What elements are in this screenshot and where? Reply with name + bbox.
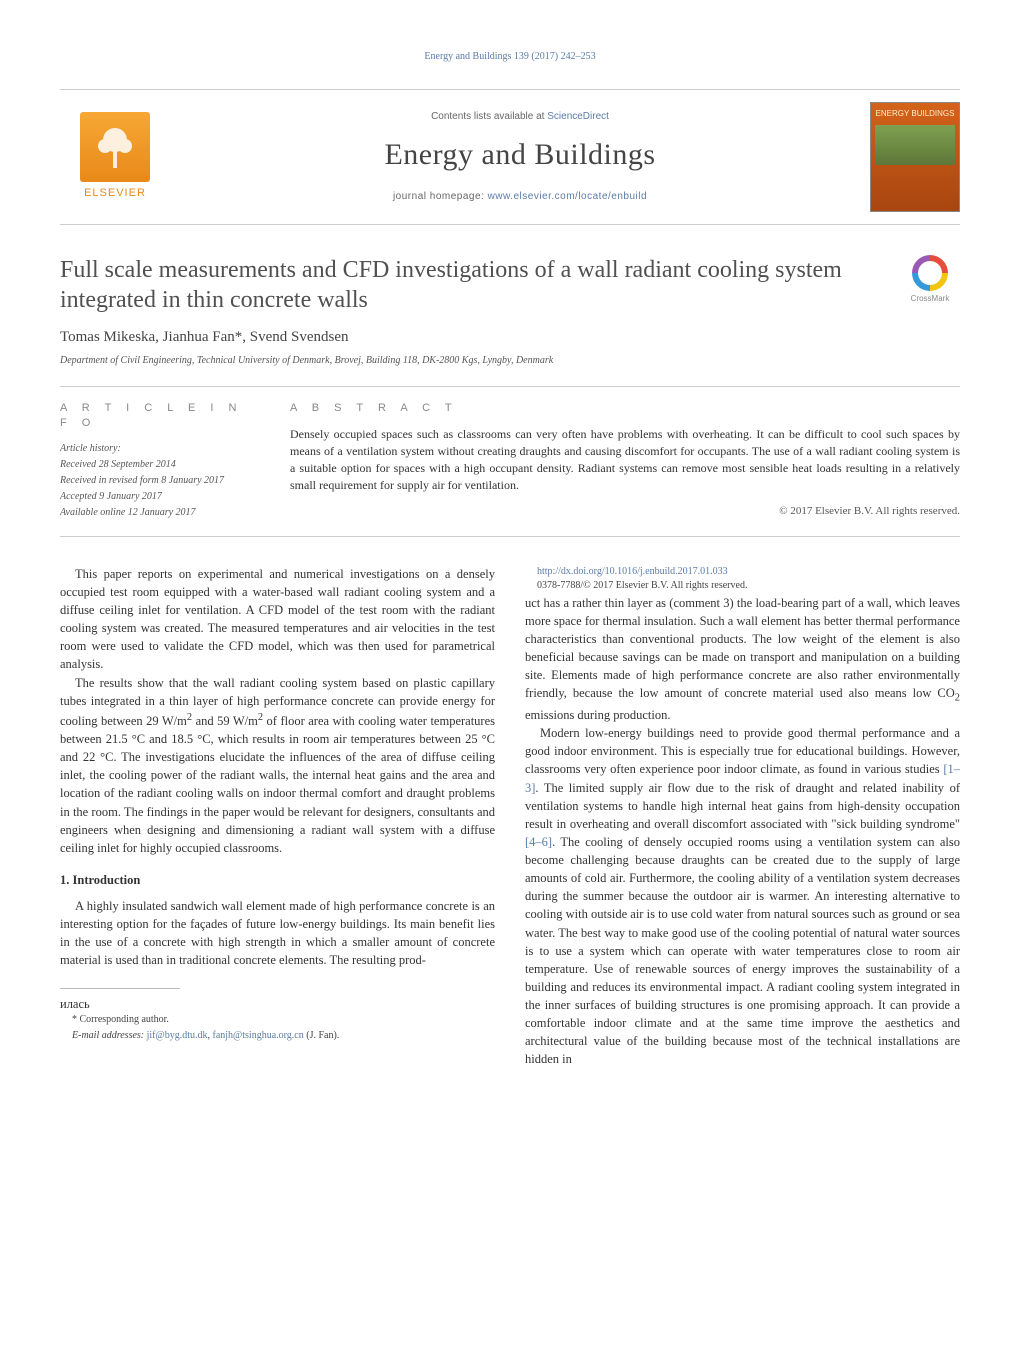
- corresponding-author-note: * Corresponding author.: [60, 1013, 495, 1028]
- abstract-column: A B S T R A C T Densely occupied spaces …: [290, 401, 960, 522]
- body-p5: Modern low-energy buildings need to prov…: [525, 724, 960, 1068]
- body-p2: The results show that the wall radiant c…: [60, 674, 495, 857]
- elsevier-tree-icon: [80, 112, 150, 182]
- body-p4: uct has a rather thin layer as (comment …: [525, 594, 960, 724]
- footnote-rule: [60, 988, 180, 989]
- authors: Tomas Mikeska, Jianhua Fan*, Svend Svend…: [60, 327, 960, 348]
- article-info-column: A R T I C L E I N F O Article history: R…: [60, 401, 260, 522]
- article-info-heading: A R T I C L E I N F O: [60, 401, 260, 432]
- masthead: ELSEVIER Contents lists available at Sci…: [60, 89, 960, 225]
- homepage-line: journal homepage: www.elsevier.com/locat…: [170, 190, 870, 204]
- running-head: Energy and Buildings 139 (2017) 242–253: [60, 50, 960, 64]
- cover-strip-icon: [875, 125, 955, 165]
- crossmark-label: CrossMark: [900, 293, 960, 304]
- masthead-center: Contents lists available at ScienceDirec…: [170, 110, 870, 204]
- abstract-heading: A B S T R A C T: [290, 401, 960, 416]
- contents-prefix: Contents lists available at: [431, 111, 547, 122]
- journal-cover-thumbnail: ENERGY BUILDINGS: [870, 102, 960, 212]
- history-accepted: Accepted 9 January 2017: [60, 490, 260, 504]
- footer-block: http://dx.doi.org/10.1016/j.enbuild.2017…: [525, 565, 960, 594]
- ref-link-4-6[interactable]: [4–6]: [525, 835, 552, 849]
- history-revised: Received in revised form 8 January 2017: [60, 474, 260, 488]
- doi-link[interactable]: http://dx.doi.org/10.1016/j.enbuild.2017…: [537, 566, 728, 577]
- article-title: Full scale measurements and CFD investig…: [60, 255, 900, 315]
- homepage-prefix: journal homepage:: [393, 191, 488, 202]
- body-p1: This paper reports on experimental and n…: [60, 565, 495, 674]
- email-link-2[interactable]: fanjh@tsinghua.org.cn: [213, 1030, 304, 1041]
- crossmark-icon: [912, 255, 948, 291]
- history-online: Available online 12 January 2017: [60, 506, 260, 520]
- sciencedirect-link[interactable]: ScienceDirect: [547, 111, 609, 122]
- affiliation: Department of Civil Engineering, Technic…: [60, 354, 960, 368]
- body-p3: A highly insulated sandwich wall element…: [60, 897, 495, 970]
- issn-line: 0378-7788/© 2017 Elsevier B.V. All right…: [525, 579, 960, 594]
- section-1-heading: 1. Introduction: [60, 871, 495, 889]
- email-link-1[interactable]: jif@byg.dtu.dk: [147, 1030, 208, 1041]
- history-label: Article history:: [60, 442, 260, 456]
- crossmark-badge[interactable]: CrossMark: [900, 255, 960, 304]
- homepage-link[interactable]: www.elsevier.com/locate/enbuild: [488, 191, 647, 202]
- body-text: This paper reports on experimental and n…: [60, 565, 960, 1069]
- running-head-link[interactable]: Energy and Buildings 139 (2017) 242–253: [424, 51, 595, 62]
- publisher-logo-block: ELSEVIER: [60, 112, 170, 201]
- elsevier-wordmark: ELSEVIER: [84, 186, 146, 201]
- email-note: E-mail addresses: jif@byg.dtu.dk, fanjh@…: [60, 1029, 495, 1044]
- history-received: Received 28 September 2014: [60, 458, 260, 472]
- abstract-text: Densely occupied spaces such as classroo…: [290, 426, 960, 493]
- journal-name: Energy and Buildings: [170, 134, 870, 176]
- contents-line: Contents lists available at ScienceDirec…: [170, 110, 870, 124]
- abstract-copyright: © 2017 Elsevier B.V. All rights reserved…: [290, 504, 960, 519]
- footnotes: * Corresponding author. E-mail addresses…: [60, 1013, 495, 1044]
- cover-title: ENERGY BUILDINGS: [876, 109, 955, 119]
